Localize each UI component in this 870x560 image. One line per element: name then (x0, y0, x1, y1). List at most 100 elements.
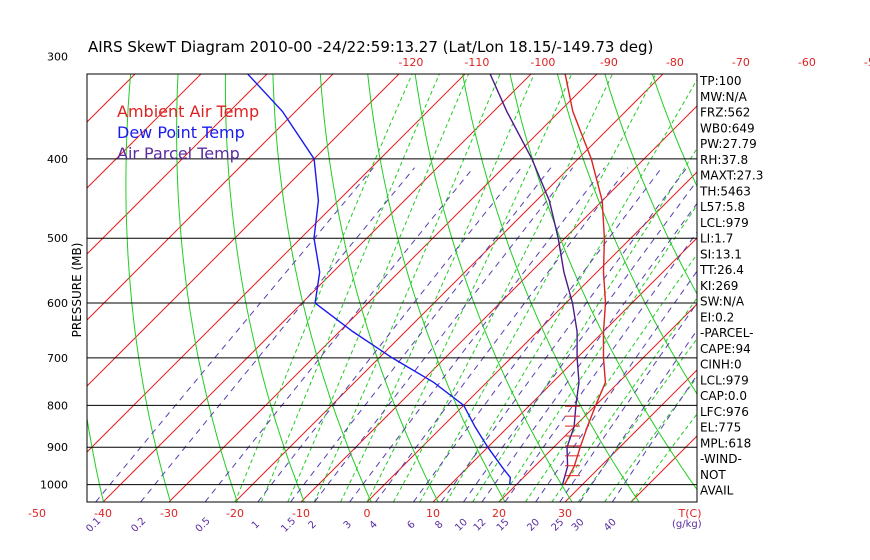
dry-adiabat-line (319, 74, 439, 502)
isotherm-line (300, 105, 697, 502)
stat-item: MPL:618 (700, 436, 751, 450)
chart-title: AIRS SkewT Diagram 2010-00 -24/22:59:13.… (88, 38, 653, 56)
temp-tick-label: -10 (292, 507, 310, 520)
isotherm-line (432, 237, 697, 502)
pressure-tick-label: 800 (47, 399, 68, 412)
stat-item: TH:5463 (699, 184, 751, 198)
mixing-ratio-line (314, 167, 574, 502)
stat-item: -PARCEL- (700, 326, 754, 340)
mixing-ratio-line (535, 270, 697, 502)
stat-item: L57:5.8 (700, 200, 745, 214)
top-temp-tick-label: -50 (864, 56, 870, 69)
isotherm-line (102, 74, 532, 502)
stat-item: CAP:0.0 (700, 389, 747, 403)
mixing-ratio-line (290, 167, 552, 502)
isotherm-line (366, 171, 697, 502)
stat-item: TP:100 (699, 74, 742, 88)
stat-item: -WIND- (700, 452, 742, 466)
top-temp-tick-label: -80 (666, 56, 684, 69)
pressure-tick-label: 300 (47, 51, 68, 64)
top-temp-tick-label: -60 (798, 56, 816, 69)
stat-item: CINH:0 (700, 358, 742, 372)
parcel-profile-line (489, 74, 580, 485)
mixing-ratio-line (440, 167, 688, 502)
moist-adiabat-line (260, 74, 440, 502)
dry-adiabat-line (125, 74, 171, 502)
moist-adiabat-line (524, 253, 697, 502)
temp-tick-label: 10 (426, 507, 440, 520)
moist-adiabat-line (472, 147, 697, 502)
stat-item: TT:26.4 (699, 263, 744, 277)
pressure-tick-label: 600 (47, 297, 68, 310)
stat-item: MAXT:27.3 (700, 169, 763, 183)
temp-tick-label: 20 (492, 507, 506, 520)
top-temp-tick-label: -110 (464, 56, 489, 69)
legend-label: Air Parcel Temp (117, 144, 240, 163)
isotherm-line (234, 74, 664, 502)
mixing-ratio-line (95, 167, 374, 502)
dry-adiabat-line (509, 74, 697, 491)
mixing-ratio-unit-label: (g/kg) (672, 519, 702, 530)
mixing-ratio-line (412, 167, 663, 502)
dry-adiabat-line (224, 74, 305, 502)
pressure-tick-label: 1000 (40, 479, 68, 492)
legend-label: Ambient Air Temp (117, 102, 259, 121)
stat-item: LI:1.7 (700, 232, 733, 246)
stat-item: FRZ:562 (700, 106, 750, 120)
temp-tick-label: -20 (226, 507, 244, 520)
legend-label: Dew Point Temp (117, 123, 245, 142)
moist-adiabat-line (604, 376, 697, 502)
stat-item: PW:27.79 (700, 137, 757, 151)
dry-adiabat-line (87, 414, 104, 502)
stat-item: WB0:649 (700, 121, 755, 135)
mixing-ratio-line (349, 167, 605, 502)
moist-adiabat-line (551, 297, 697, 502)
pressure-tick-label: 700 (47, 352, 68, 365)
moist-adiabat-line (630, 413, 697, 502)
stat-item: KI:269 (700, 279, 738, 293)
temperature-profile-line (563, 74, 607, 486)
top-temp-tick-label: -90 (600, 56, 618, 69)
dry-adiabat-line (462, 74, 640, 502)
mixing-ratio-line (257, 167, 522, 502)
stat-item: RH:37.8 (700, 153, 748, 167)
mixing-ratio-line (375, 167, 629, 502)
isotherm-line (168, 74, 598, 502)
moist-adiabat-line (287, 74, 470, 502)
dry-adiabat-line (367, 74, 506, 502)
stat-item: MW:N/A (700, 90, 748, 104)
pressure-tick-label: 900 (47, 441, 68, 454)
pressure-tick-label: 500 (47, 232, 68, 245)
moist-adiabat-line (234, 74, 413, 502)
mixing-ratio-line (462, 179, 697, 502)
mixing-ratio-line (579, 329, 697, 502)
moist-adiabat-line (419, 74, 657, 502)
dewpoint-profile-line (246, 74, 512, 485)
top-temp-tick-label: -70 (732, 56, 750, 69)
moist-adiabat-line (340, 74, 535, 502)
stat-item: SI:13.1 (700, 247, 742, 261)
dry-adiabat-line (176, 74, 238, 502)
legend: Ambient Air Temp Dew Point Temp Air Parcel… (117, 102, 259, 163)
y-axis-label: PRESSURE (MB) (70, 243, 84, 338)
stat-item: LFC:976 (700, 405, 749, 419)
isotherm-line (87, 74, 400, 387)
mixing-ratio-line (559, 302, 697, 502)
isotherm-line (87, 74, 466, 453)
mixing-ratio-line (481, 202, 697, 502)
moist-adiabat-line (445, 78, 697, 502)
moist-adiabat-line (577, 337, 697, 502)
mixing-ratio-line (204, 167, 474, 502)
mixing-ratio-line (611, 374, 697, 502)
pressure-tick-label: 400 (47, 153, 68, 166)
stat-item: LCL:979 (700, 216, 749, 230)
isotherm-line (498, 303, 697, 502)
plot-frame (86, 73, 698, 503)
temp-tick-label: -50 (28, 507, 46, 520)
top-temp-tick-label: -120 (398, 56, 423, 69)
moist-adiabat-line (313, 74, 501, 502)
top-temp-tick-label: -100 (530, 56, 555, 69)
